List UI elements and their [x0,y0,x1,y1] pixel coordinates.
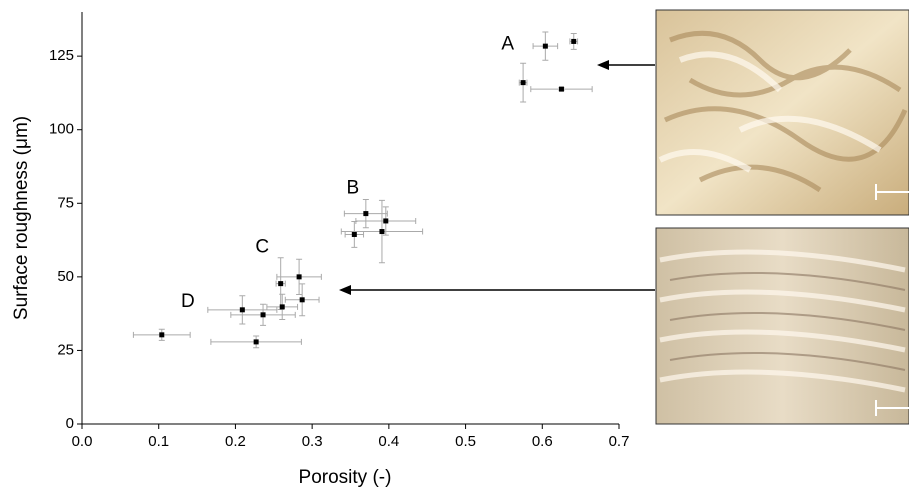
y-tick-label: 0 [66,415,74,432]
x-tick-label: 0.7 [609,433,630,450]
y-tick-label: 100 [49,121,74,138]
group-label: D [181,291,195,312]
x-tick-label: 0.4 [378,433,399,450]
x-tick-label: 0.1 [148,433,169,450]
group-label: C [255,236,269,257]
point [279,304,285,310]
point [239,307,245,313]
point [260,312,266,318]
point [383,218,389,224]
y-tick-label: 75 [57,194,74,211]
group-label: B [346,178,359,199]
point [299,297,305,303]
x-tick-label: 0.2 [225,433,246,450]
x-tick-label: 0.6 [532,433,553,450]
y-tick-label: 125 [49,47,74,64]
x-tick-label: 0.3 [302,433,323,450]
point [278,281,284,287]
point [558,86,564,92]
x-tick-label: 0.0 [72,433,93,450]
point [571,38,577,44]
point [363,211,369,217]
point [379,229,385,235]
x-tick-label: 0.5 [455,433,476,450]
y-tick-label: 50 [57,268,74,285]
y-axis-title: Surface roughness (μm) [11,116,32,320]
arrows [339,60,655,295]
point [253,339,259,345]
x-axis-title: Porosity (-) [299,467,392,488]
photo-bottom [655,227,909,425]
group-label: A [501,33,514,54]
y-tick-label: 25 [57,341,74,358]
point [159,332,165,338]
point [351,231,357,237]
point [296,274,302,280]
point [520,80,526,86]
photo-top [655,9,909,216]
point [542,43,548,49]
